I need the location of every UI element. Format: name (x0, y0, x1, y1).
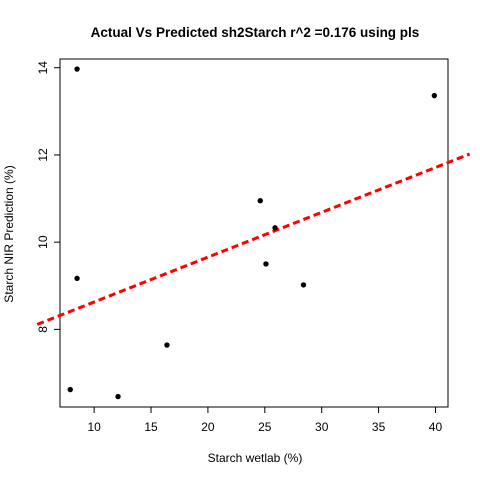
data-point (431, 92, 438, 99)
x-tick-label: 35 (372, 420, 386, 434)
x-axis-label: Starch wetlab (%) (208, 451, 303, 465)
x-tick-label: 10 (87, 420, 101, 434)
x-tick-label: 15 (144, 420, 158, 434)
plot-area: 10 15 20 25 30 35 40 8 10 12 14 (36, 58, 471, 434)
x-tick-label: 20 (201, 420, 215, 434)
y-tick-label: 12 (36, 148, 50, 162)
data-point (74, 275, 80, 282)
data-point (67, 386, 73, 393)
x-tick-label: 40 (429, 420, 443, 434)
data-point (300, 282, 307, 288)
x-tick-label: 30 (315, 420, 329, 434)
data-point (257, 198, 263, 204)
y-tick-label: 8 (36, 326, 50, 333)
data-point (74, 66, 80, 72)
data-point (272, 225, 278, 231)
chart-title: Actual Vs Predicted sh2Starch r^2 =0.176… (91, 25, 420, 40)
x-tick-label: 25 (258, 420, 272, 434)
y-tick-label: 10 (36, 235, 50, 249)
data-point (164, 342, 170, 348)
data-point (263, 261, 269, 267)
y-tick-label: 14 (36, 61, 50, 75)
data-point (115, 393, 121, 400)
y-axis-label: Starch NIR Prediction (%) (2, 165, 16, 302)
regression-line (36, 152, 471, 326)
plot-frame (59, 58, 449, 408)
